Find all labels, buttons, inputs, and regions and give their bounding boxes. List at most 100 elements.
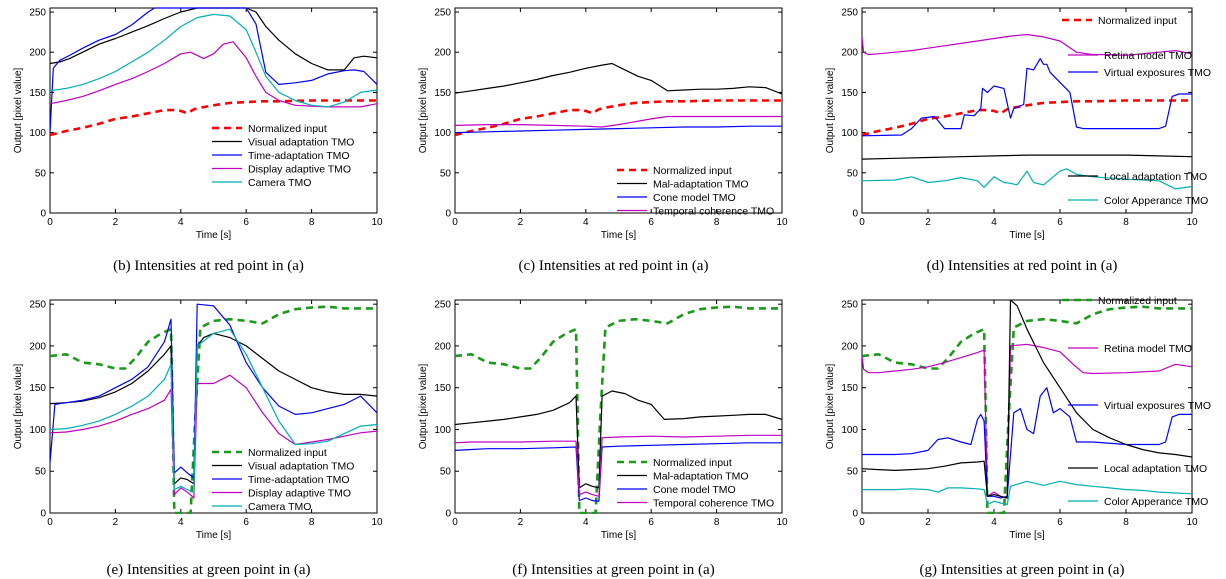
legend-label: Visual adaptation TMO [248,461,354,473]
series-group [455,305,782,514]
series-line-4 [50,328,377,493]
x-axis-label: Time [s] [1009,230,1044,241]
plot-frame [49,299,378,514]
x-tick-label: 2 [518,217,524,228]
y-tick-label: 0 [445,509,451,520]
y-axis-label: Output [pixel value] [13,67,24,153]
legend-label: Normalized input [653,165,732,177]
y-tick-label: 250 [29,8,46,19]
series-line-0 [862,99,1192,137]
y-tick-label: 150 [29,88,46,99]
x-tick-label: 10 [371,217,383,228]
legend-label: Color Apperance TMO [1104,496,1208,508]
y-tick-label: 100 [29,128,46,139]
x-tick-label: 10 [371,517,383,528]
y-tick-label: 100 [434,128,451,139]
series-line-1 [455,62,782,95]
x-axis-label: Time [s] [196,530,231,541]
y-tick-label: 150 [841,383,858,394]
x-tick-label: 6 [243,217,249,228]
x-tick-label: 8 [714,517,720,528]
x-tick-label: 2 [113,517,119,528]
y-axis-label: Output [pixel value] [418,363,429,449]
plot-frame [861,299,1193,514]
y-tick-label: 250 [841,8,858,19]
series-group [455,62,782,137]
legend-label: Local adaptation TMO [1104,463,1207,475]
y-tick-label: 150 [29,383,46,394]
y-tick-label: 250 [434,8,451,19]
series-group [862,299,1192,514]
y-tick-label: 200 [434,48,451,59]
x-tick-label: 8 [309,217,315,228]
x-tick-label: 8 [309,517,315,528]
y-axis-label: Output [pixel value] [825,363,836,449]
legend-label: Normalized input [248,123,327,135]
y-tick-label: 150 [841,88,858,99]
series-line-2 [862,57,1192,137]
x-tick-label: 0 [452,217,458,228]
x-tick-label: 0 [47,517,53,528]
series-line-2 [50,303,377,479]
y-axis-label: Output [pixel value] [13,363,24,449]
legend-label: Mal-adaptation TMO [653,471,749,483]
legend-label: Camera TMO [248,501,311,513]
series-line-3 [50,41,377,108]
x-tick-label: 4 [991,217,997,228]
x-tick-label: 2 [925,517,931,528]
plot-frame [454,7,783,214]
plot-frame [454,299,783,514]
panel-caption: (g) Intensities at green point in (a) [920,562,1125,578]
legend-label: Time-adaptation TMO [248,474,350,486]
y-tick-label: 50 [35,168,47,179]
x-tick-label: 8 [1123,517,1129,528]
series-line-3 [455,115,782,128]
x-tick-label: 4 [178,517,184,528]
x-tick-label: 10 [1186,217,1198,228]
series-group [50,303,377,514]
series-line-3 [862,299,1192,499]
legend-label: Mal-adaptation TMO [653,179,749,191]
y-tick-label: 250 [841,300,858,311]
legend-label: Virtual exposures TMO [1104,400,1211,412]
y-tick-label: 50 [440,168,452,179]
series-line-0 [455,305,782,514]
x-tick-label: 6 [243,517,249,528]
y-tick-label: 250 [434,300,451,311]
y-tick-label: 50 [847,168,859,179]
series-line-2 [862,387,1192,499]
y-tick-label: 200 [841,48,858,59]
x-tick-label: 0 [859,517,865,528]
y-axis-label: Output [pixel value] [825,67,836,153]
y-tick-label: 0 [852,209,858,220]
series-line-0 [455,99,782,137]
x-tick-label: 2 [113,217,119,228]
x-tick-label: 10 [776,517,788,528]
legend-label: Camera TMO [248,177,311,189]
series-line-1 [862,33,1192,57]
legend-label: Cone model TMO [653,192,736,204]
x-tick-label: 4 [583,517,589,528]
legend-label: Normalized input [248,447,327,459]
y-tick-label: 0 [40,209,46,220]
legend-label: Display adaptive TMO [248,488,351,500]
y-axis-label: Output [pixel value] [418,67,429,153]
y-tick-label: 0 [40,509,46,520]
series-line-3 [455,434,782,497]
series-line-3 [862,154,1192,160]
series-line-1 [455,390,782,489]
series-line-4 [862,480,1192,506]
y-tick-label: 50 [35,467,47,478]
series-line-0 [50,99,377,137]
series-group [50,7,377,137]
legend-label: Local adaptation TMO [1104,171,1207,183]
x-tick-label: 8 [1123,217,1129,228]
series-line-2 [455,125,782,134]
panel-caption: (d) Intensities at red point in (a) [927,258,1118,274]
series-line-2 [455,442,782,502]
